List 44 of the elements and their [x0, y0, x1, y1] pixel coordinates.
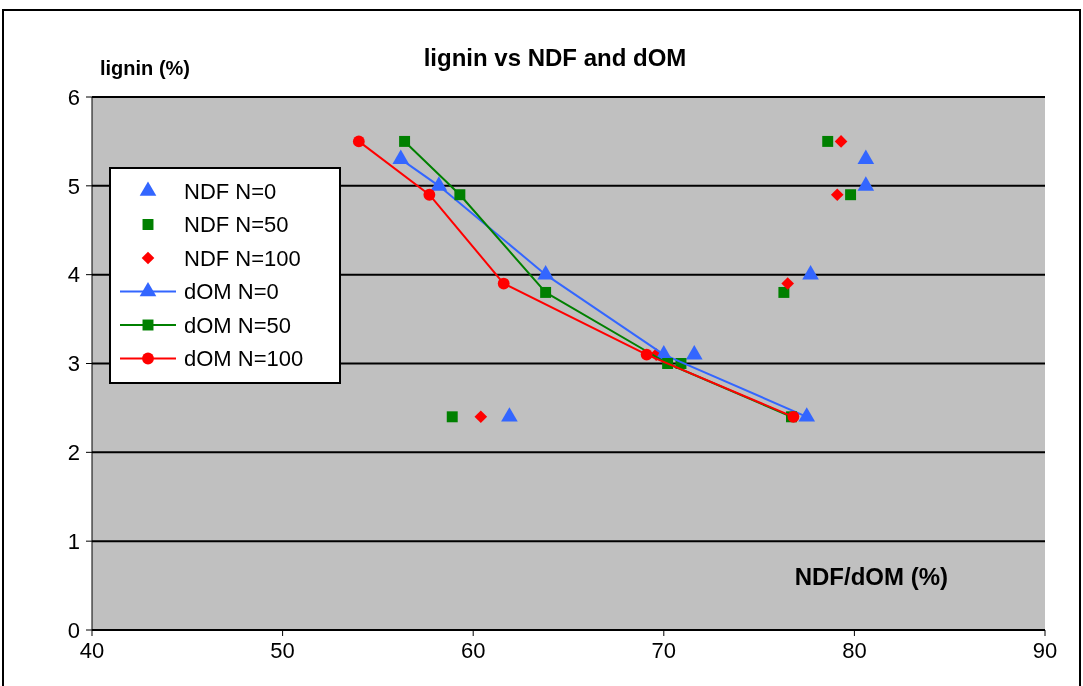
x-tick-label: 50 — [270, 638, 295, 663]
legend-label: NDF N=0 — [184, 178, 277, 204]
point — [798, 407, 816, 422]
point — [781, 277, 795, 290]
point — [640, 348, 653, 361]
y-tick-label: 3 — [67, 351, 80, 377]
point — [802, 265, 819, 280]
point — [474, 410, 488, 424]
point — [830, 188, 844, 202]
y-tick-label: 0 — [67, 617, 80, 643]
y-tick-label: 6 — [67, 84, 80, 110]
y-tick-label: 5 — [67, 173, 80, 199]
legend-label: NDF N=50 — [184, 212, 289, 238]
y-axis-title: lignin (%) — [100, 57, 190, 79]
x-tick-label: 90 — [1032, 638, 1058, 663]
point — [497, 277, 510, 290]
point — [834, 135, 848, 148]
point — [399, 135, 411, 147]
point — [685, 345, 703, 360]
point — [352, 135, 365, 148]
point — [845, 189, 857, 201]
legend-label: NDF N=100 — [184, 245, 301, 271]
x-tick-label: 80 — [842, 638, 867, 663]
point — [857, 176, 875, 191]
x-tick-label: 60 — [460, 638, 486, 663]
x-axis-title: NDF/dOM (%) — [794, 563, 948, 590]
y-tick-label: 1 — [67, 528, 80, 554]
point — [430, 176, 448, 191]
point — [446, 411, 458, 423]
chart-title: lignin vs NDF and dOM — [423, 44, 687, 71]
legend-label: dOM N=50 — [184, 312, 291, 338]
y-tick-label: 4 — [67, 262, 80, 288]
x-tick-label: 40 — [79, 638, 105, 663]
point — [537, 265, 554, 280]
point — [778, 286, 790, 298]
point — [454, 189, 466, 201]
legend-label: dOM N=100 — [184, 346, 304, 372]
point — [423, 188, 436, 201]
point — [501, 407, 518, 422]
legend-label: dOM N=0 — [184, 279, 279, 305]
y-tick-label: 2 — [67, 440, 80, 466]
x-tick-label: 70 — [651, 638, 677, 663]
point — [540, 286, 552, 298]
point — [822, 135, 834, 147]
